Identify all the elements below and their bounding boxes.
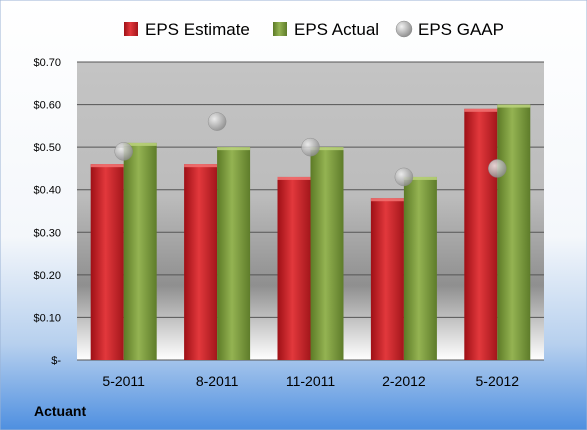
eps-actual-bar	[497, 104, 531, 360]
bar-cap	[497, 104, 531, 108]
gaap-markers	[114, 112, 507, 187]
eps-actual-bar	[123, 142, 157, 360]
eps-estimate-bar	[464, 108, 498, 360]
company-label: Actuant	[34, 403, 86, 419]
eps-actual-bar	[403, 176, 437, 360]
y-tick-label: $0.40	[33, 185, 61, 197]
eps-actual-bar	[310, 147, 344, 360]
eps-gaap-marker	[488, 159, 507, 178]
y-tick-label: $0.30	[33, 227, 61, 239]
eps-gaap-marker	[207, 112, 227, 131]
eps-actual-bar	[217, 147, 251, 360]
eps-estimate-bar	[184, 164, 218, 360]
y-tick-label: $-	[51, 355, 61, 367]
bar-cap	[123, 142, 157, 146]
x-tick-label: 8-2011	[196, 373, 239, 389]
y-tick-label: $0.50	[33, 142, 61, 154]
x-tick-label: 11-2011	[286, 373, 336, 389]
legend-eps-actual: EPS Actual	[294, 20, 379, 39]
eps-estimate-bar	[90, 164, 124, 360]
y-tick-label: $0.10	[33, 312, 61, 324]
bar-cap	[464, 108, 498, 112]
eps-estimate-bar	[370, 198, 404, 360]
x-tick-label: 2-2012	[382, 373, 426, 389]
y-tick-label: $0.70	[33, 57, 61, 69]
bar-cap	[277, 176, 311, 180]
x-axis-labels: 5-2011 8-2011 11-2011 2-2012 5-2012	[102, 373, 519, 389]
legend-eps-gaap: EPS GAAP	[418, 20, 504, 39]
eps-gaap-marker	[301, 137, 320, 157]
legend-swatch	[124, 22, 138, 36]
legend-swatch	[395, 20, 413, 38]
bar-cap	[310, 147, 344, 151]
bar-cap	[370, 198, 404, 202]
bar-cap	[217, 147, 251, 151]
bar-cap	[184, 164, 218, 168]
eps-gaap-marker	[394, 167, 414, 187]
y-tick-label: $0.60	[33, 100, 61, 112]
bar-cap	[90, 164, 124, 168]
x-tick-label: 5-2011	[102, 373, 145, 389]
bars	[90, 104, 531, 360]
eps-gaap-marker	[114, 142, 133, 161]
legend-swatch	[273, 22, 287, 36]
legend: EPS Estimate EPS Actual EPS GAAP	[124, 20, 504, 39]
y-axis-labels: $- $0.10 $0.20 $0.30 $0.40 $0.50 $0.60 $0.70	[33, 57, 61, 367]
legend-eps-estimate: EPS Estimate	[145, 20, 250, 39]
y-tick-label: $0.20	[33, 270, 61, 282]
x-tick-label: 5-2012	[476, 373, 520, 389]
bar-cap	[403, 176, 437, 180]
eps-estimate-bar	[277, 176, 311, 360]
